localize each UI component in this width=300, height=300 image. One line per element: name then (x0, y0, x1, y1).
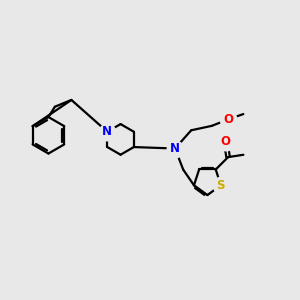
Text: O: O (221, 135, 231, 148)
Text: N: N (170, 142, 180, 155)
Text: S: S (217, 179, 225, 192)
Text: O: O (223, 113, 233, 126)
Text: N: N (102, 125, 112, 138)
